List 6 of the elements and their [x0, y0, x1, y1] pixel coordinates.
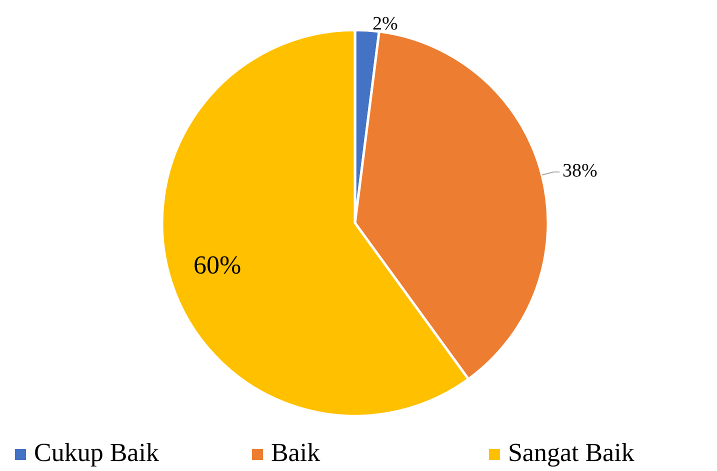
data-label: 60%: [194, 250, 242, 280]
legend-label: Cukup Baik: [34, 438, 159, 467]
legend-label: Baik: [270, 438, 320, 467]
legend-label: Sangat Baik: [508, 438, 634, 467]
data-label: 38%: [562, 160, 598, 182]
data-label: 2%: [372, 13, 398, 34]
